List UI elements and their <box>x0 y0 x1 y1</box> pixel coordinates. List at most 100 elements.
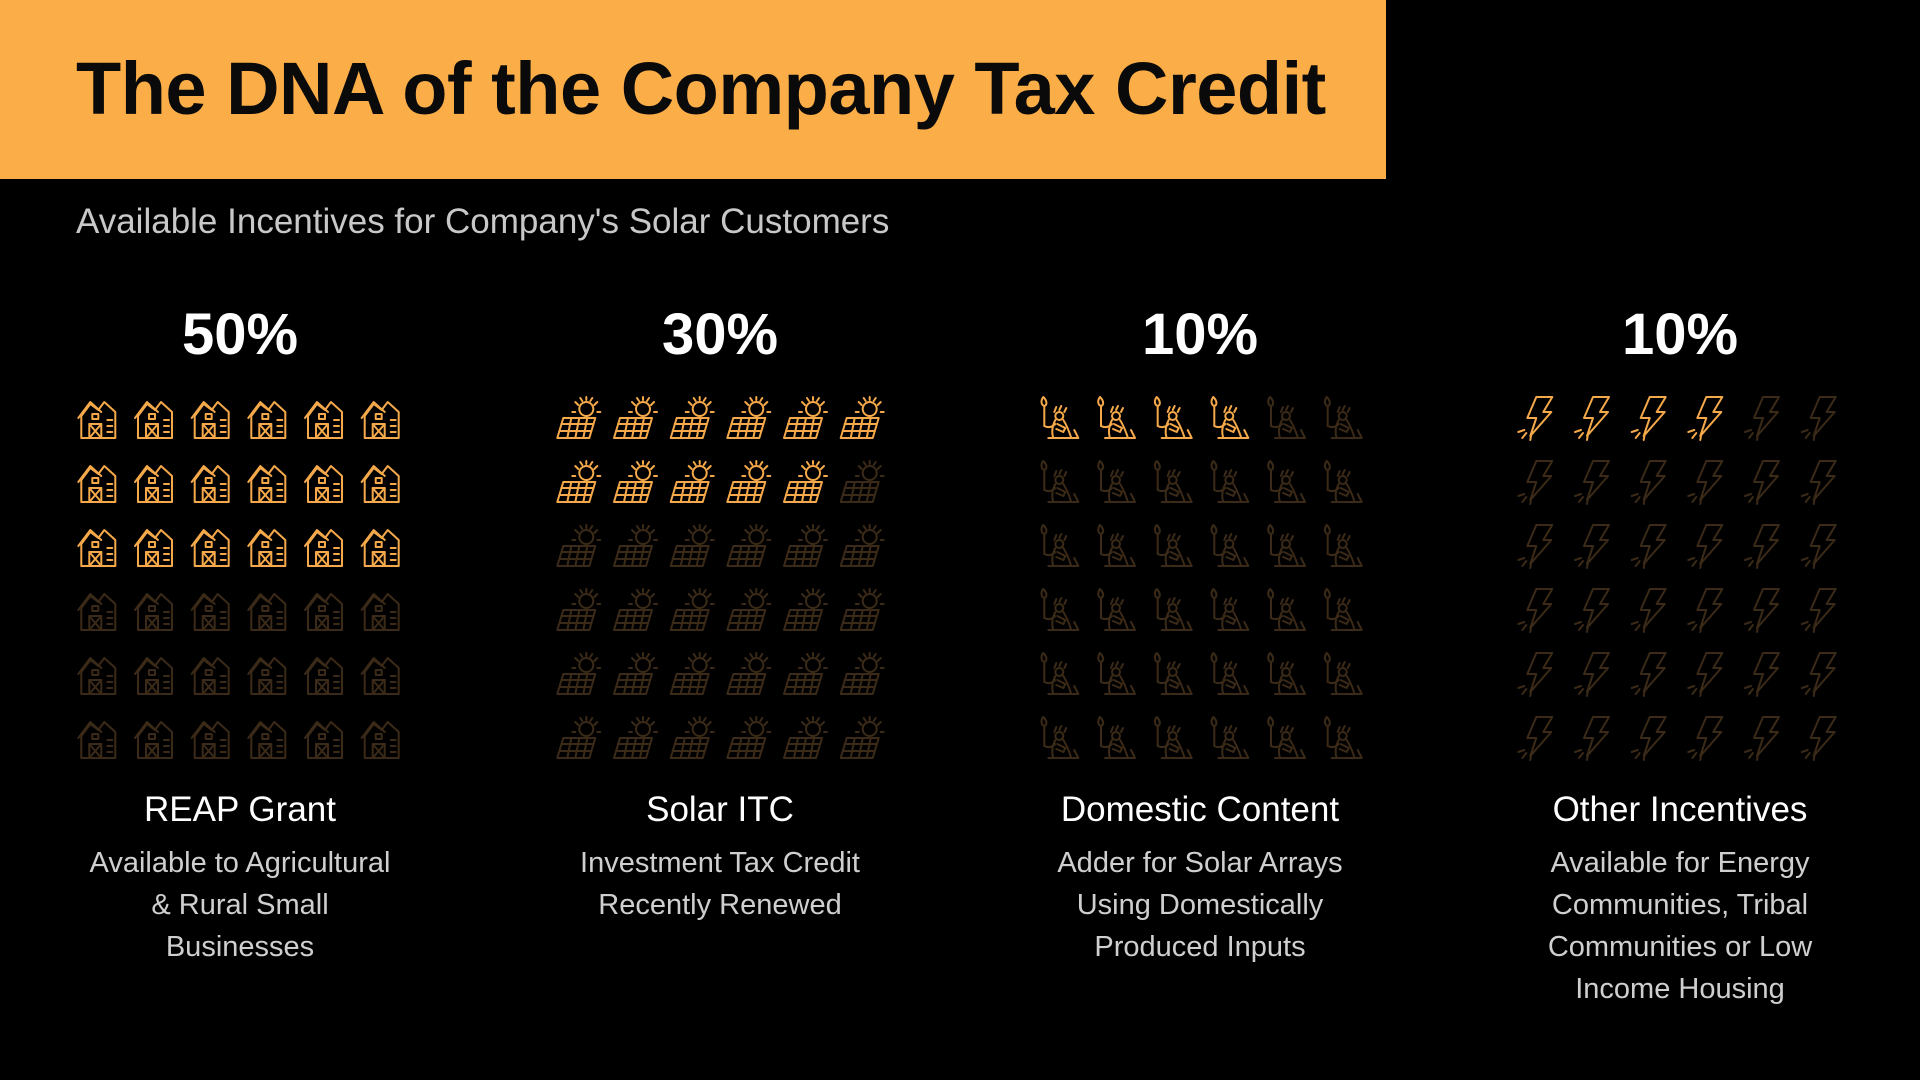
barn-icon-filled <box>360 465 400 503</box>
statue-of-liberty-icon-empty <box>1040 460 1080 503</box>
page-title: The DNA of the Company Tax Credit <box>76 47 1326 130</box>
solar-panel-icon-filled <box>783 460 828 503</box>
barn-icon-empty <box>247 721 287 759</box>
statue-of-liberty-icon-empty <box>1267 396 1306 439</box>
statue-of-liberty-icon-empty <box>1323 716 1363 759</box>
statue-of-liberty-icon-empty <box>1097 652 1136 695</box>
lightning-icon-empty <box>1574 588 1610 633</box>
lightning-icon-empty <box>1517 588 1554 633</box>
barn-icon-filled <box>304 465 343 503</box>
barn-icon-filled <box>304 529 343 567</box>
barn-icon-empty <box>360 657 400 695</box>
barn-icon-filled <box>77 465 117 503</box>
lightning-icon-empty <box>1800 588 1837 633</box>
solar-panel-icon-empty <box>556 716 602 759</box>
incentive-column-domestic-content: 10% Domestic Content Adder for Solar Arr… <box>960 290 1440 968</box>
statue-of-liberty-icon-empty <box>1267 716 1306 759</box>
icon-grid-reap <box>77 401 400 759</box>
solar-panel-icon-empty <box>839 652 885 695</box>
barn-icon-filled <box>304 401 343 439</box>
statue-of-liberty-icon-empty <box>1210 716 1250 759</box>
statue-of-liberty-icon-empty <box>1153 652 1193 695</box>
solar-panel-icon-empty <box>783 716 828 759</box>
solar-panel-icon-filled <box>726 396 772 439</box>
barn-icon-empty <box>190 657 230 695</box>
solar-panel-icon-empty <box>783 588 828 631</box>
solar-panel-icon-empty <box>839 588 885 631</box>
lightning-icon-filled <box>1574 396 1610 441</box>
incentive-description: Investment Tax Credit Recently Renewed <box>580 847 860 921</box>
statue-of-liberty-icon-empty <box>1323 524 1363 567</box>
lightning-icon-filled <box>1630 396 1667 441</box>
lightning-icon-empty <box>1517 716 1554 761</box>
statue-of-liberty-icon-empty <box>1323 460 1363 503</box>
barn-icon-filled <box>247 529 287 567</box>
solar-panel-icon-empty <box>613 524 658 567</box>
barn-icon-empty <box>360 721 400 759</box>
barn-icon-empty <box>77 721 117 759</box>
solar-panel-icon-empty <box>556 588 602 631</box>
solar-panel-icon-empty <box>669 716 715 759</box>
incentive-column-reap: 50% REAP Grant Available to Agricultural… <box>0 290 480 968</box>
page-subtitle: Available Incentives for Company's Solar… <box>76 202 890 241</box>
incentive-description: Adder for Solar Arrays Using Domesticall… <box>1057 847 1343 963</box>
barn-icon-filled <box>134 529 173 567</box>
solar-panel-icon-empty <box>726 588 772 631</box>
lightning-icon-empty <box>1744 588 1780 633</box>
barn-icon-filled <box>190 401 230 439</box>
solar-panel-icon-empty <box>556 652 602 695</box>
solar-panel-icon-empty <box>839 716 885 759</box>
title-banner: The DNA of the Company Tax Credit <box>0 0 1386 179</box>
statue-of-liberty-icon-empty <box>1097 716 1136 759</box>
lightning-icon-empty <box>1517 652 1554 697</box>
barn-icon-empty <box>190 721 230 759</box>
barn-icon-filled <box>247 465 287 503</box>
lightning-icon-empty <box>1800 524 1837 569</box>
solar-panel-icon-filled <box>613 460 658 503</box>
incentive-description: Available for Energy Communities, Tribal… <box>1547 847 1813 1005</box>
statue-of-liberty-icon-filled <box>1097 396 1136 439</box>
lightning-icon-empty <box>1630 716 1667 761</box>
solar-panel-icon-filled <box>669 460 715 503</box>
statue-of-liberty-icon-empty <box>1040 588 1080 631</box>
barn-icon-empty <box>134 657 173 695</box>
statue-of-liberty-icon-empty <box>1040 524 1080 567</box>
solar-panel-icon-empty <box>613 588 658 631</box>
statue-of-liberty-icon-filled <box>1210 396 1250 439</box>
barn-icon-empty <box>190 593 230 631</box>
incentive-column-other: 10% Other Incentives Available for Energ… <box>1440 290 1920 1010</box>
solar-panel-icon-filled <box>556 460 602 503</box>
statue-of-liberty-icon-empty <box>1153 524 1193 567</box>
solar-panel-icon-filled <box>783 396 828 439</box>
solar-panel-icon-empty <box>726 716 772 759</box>
statue-of-liberty-icon-empty <box>1210 652 1250 695</box>
solar-panel-icon-filled <box>613 396 658 439</box>
statue-of-liberty-icon-empty <box>1210 524 1250 567</box>
incentive-label: REAP Grant <box>144 790 336 829</box>
lightning-icon-empty <box>1630 460 1667 505</box>
barn-icon-empty <box>247 593 287 631</box>
percentage-value: 10% <box>1621 302 1739 367</box>
lightning-icon-empty <box>1800 460 1837 505</box>
solar-panel-icon-empty <box>839 524 885 567</box>
statue-of-liberty-icon-empty <box>1097 588 1136 631</box>
lightning-icon-empty <box>1574 652 1610 697</box>
statue-of-liberty-icon-empty <box>1267 588 1306 631</box>
solar-panel-icon-empty <box>556 524 602 567</box>
statue-of-liberty-icon-filled <box>1153 396 1193 439</box>
lightning-icon-empty <box>1630 588 1667 633</box>
solar-panel-icon-empty <box>783 652 828 695</box>
barn-icon-empty <box>360 593 400 631</box>
barn-icon-filled <box>360 401 400 439</box>
statue-of-liberty-icon-empty <box>1267 524 1306 567</box>
lightning-icon-empty <box>1630 652 1667 697</box>
incentive-description: Available to Agricultural & Rural Small … <box>89 847 391 963</box>
barn-icon-empty <box>134 593 173 631</box>
icon-grid-domestic-content <box>1040 396 1363 759</box>
solar-panel-icon-empty <box>726 652 772 695</box>
lightning-icon-empty <box>1517 460 1554 505</box>
statue-of-liberty-icon-empty <box>1323 396 1363 439</box>
incentive-label: Other Incentives <box>1552 790 1808 829</box>
statue-of-liberty-icon-empty <box>1323 588 1363 631</box>
statue-of-liberty-icon-filled <box>1040 396 1080 439</box>
